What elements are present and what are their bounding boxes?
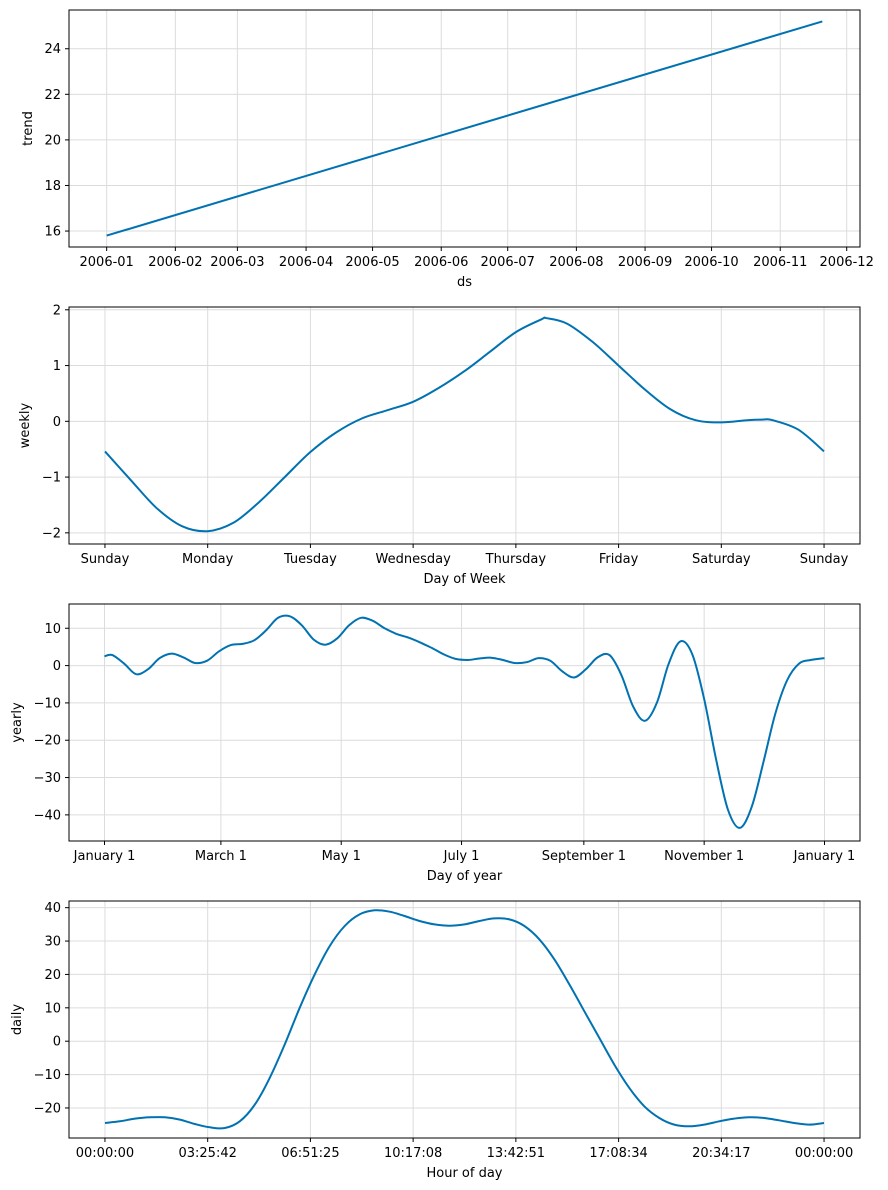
y-axis-label: yearly [10, 702, 25, 743]
x-tick-label: Friday [599, 552, 639, 567]
plot-frame [68, 9, 861, 248]
x-tick-label: 2006-06 [414, 255, 468, 270]
x-tick-label: Monday [182, 552, 234, 567]
y-axis-label: daily [10, 1004, 25, 1035]
y-tick-label: −20 [34, 734, 61, 749]
y-tick-label: 30 [44, 935, 61, 950]
y-tick-label: 0 [53, 415, 61, 430]
x-tick-label: 17:08:34 [589, 1146, 647, 1161]
x-tick-label: Saturday [692, 552, 751, 567]
y-tick-label: 20 [44, 968, 61, 983]
y-tick-label: −1 [42, 471, 61, 486]
x-tick-label: 2006-11 [753, 255, 807, 270]
y-tick-label: 0 [53, 1035, 61, 1050]
series-line [104, 316, 825, 533]
y-tick-label: 16 [44, 225, 61, 240]
x-tick-label: 06:51:25 [281, 1146, 339, 1161]
x-tick-label: Sunday [81, 552, 130, 567]
y-tick-label: −2 [42, 526, 61, 541]
x-tick-label: 2006-07 [481, 255, 535, 270]
x-tick-label: November 1 [664, 849, 744, 864]
x-tick-label: January 1 [793, 849, 856, 864]
daily-panel: 00:00:00 03:25:42 06:51:25 10:17:08 13:42:51… [10, 900, 861, 1181]
y-tick-label: 22 [44, 88, 61, 103]
y-tick-label: −10 [34, 696, 61, 711]
x-tick-label: 2006-04 [279, 255, 333, 270]
x-tick-label: 2006-01 [80, 255, 134, 270]
plot-frame [68, 900, 861, 1139]
y-axis-label: weekly [18, 402, 33, 448]
y-tick-label: 2 [53, 303, 61, 318]
y-tick-label: 24 [44, 42, 61, 57]
x-tick-label: 2006-10 [684, 255, 738, 270]
y-tick-label: 10 [44, 622, 61, 637]
plot-frame [68, 603, 861, 842]
x-axis-label: Day of Week [423, 572, 506, 587]
x-tick-label: September 1 [542, 849, 626, 864]
x-tick-label: May 1 [322, 849, 361, 864]
x-tick-label: 2006-09 [618, 255, 672, 270]
y-tick-label: −10 [34, 1068, 61, 1083]
x-tick-label: 00:00:00 [795, 1146, 853, 1161]
x-tick-label: 2006-03 [210, 255, 264, 270]
x-axis-label: Hour of day [426, 1166, 502, 1181]
y-tick-label: 40 [44, 901, 61, 916]
x-tick-label: 20:34:17 [692, 1146, 750, 1161]
y-tick-label: −30 [34, 771, 61, 786]
series-line [104, 614, 825, 829]
x-tick-label: 00:00:00 [76, 1146, 134, 1161]
y-axis-label: trend [21, 111, 36, 146]
x-tick-label: July 1 [443, 849, 480, 864]
x-tick-label: Sunday [800, 552, 849, 567]
x-tick-label: Thursday [485, 552, 547, 567]
x-tick-label: 2006-05 [345, 255, 399, 270]
x-tick-label: 2006-08 [549, 255, 603, 270]
y-tick-label: 10 [44, 1001, 61, 1016]
x-axis-label: Day of year [427, 869, 503, 884]
y-tick-label: 20 [44, 133, 61, 148]
x-tick-label: 2006-02 [148, 255, 202, 270]
x-tick-label: Wednesday [376, 552, 452, 567]
x-tick-label: March 1 [195, 849, 247, 864]
y-tick-label: 1 [53, 359, 61, 374]
y-tick-label: 0 [53, 659, 61, 674]
series-line [104, 909, 825, 1130]
series-line [106, 20, 823, 237]
x-tick-label: 10:17:08 [384, 1146, 442, 1161]
yearly-panel: January 1 March 1 May 1 July 1 September 1 No… [10, 603, 861, 884]
x-tick-label: 2006-12 [820, 255, 874, 270]
weekly-panel: Sunday Monday Tuesday Wednesday Thursday Frid… [18, 303, 861, 587]
trend-panel: 2006-01 2006-02 2006-03 2006-04 2006-05 2006-… [21, 9, 874, 290]
x-tick-label: January 1 [73, 849, 136, 864]
plot-frame [68, 306, 861, 545]
y-tick-label: 18 [44, 179, 61, 194]
x-axis-label: ds [457, 275, 472, 290]
y-tick-label: −20 [34, 1101, 61, 1116]
y-tick-label: −40 [34, 808, 61, 823]
x-tick-label: 03:25:42 [178, 1146, 236, 1161]
x-tick-label: Tuesday [283, 552, 337, 567]
x-tick-label: 13:42:51 [487, 1146, 545, 1161]
